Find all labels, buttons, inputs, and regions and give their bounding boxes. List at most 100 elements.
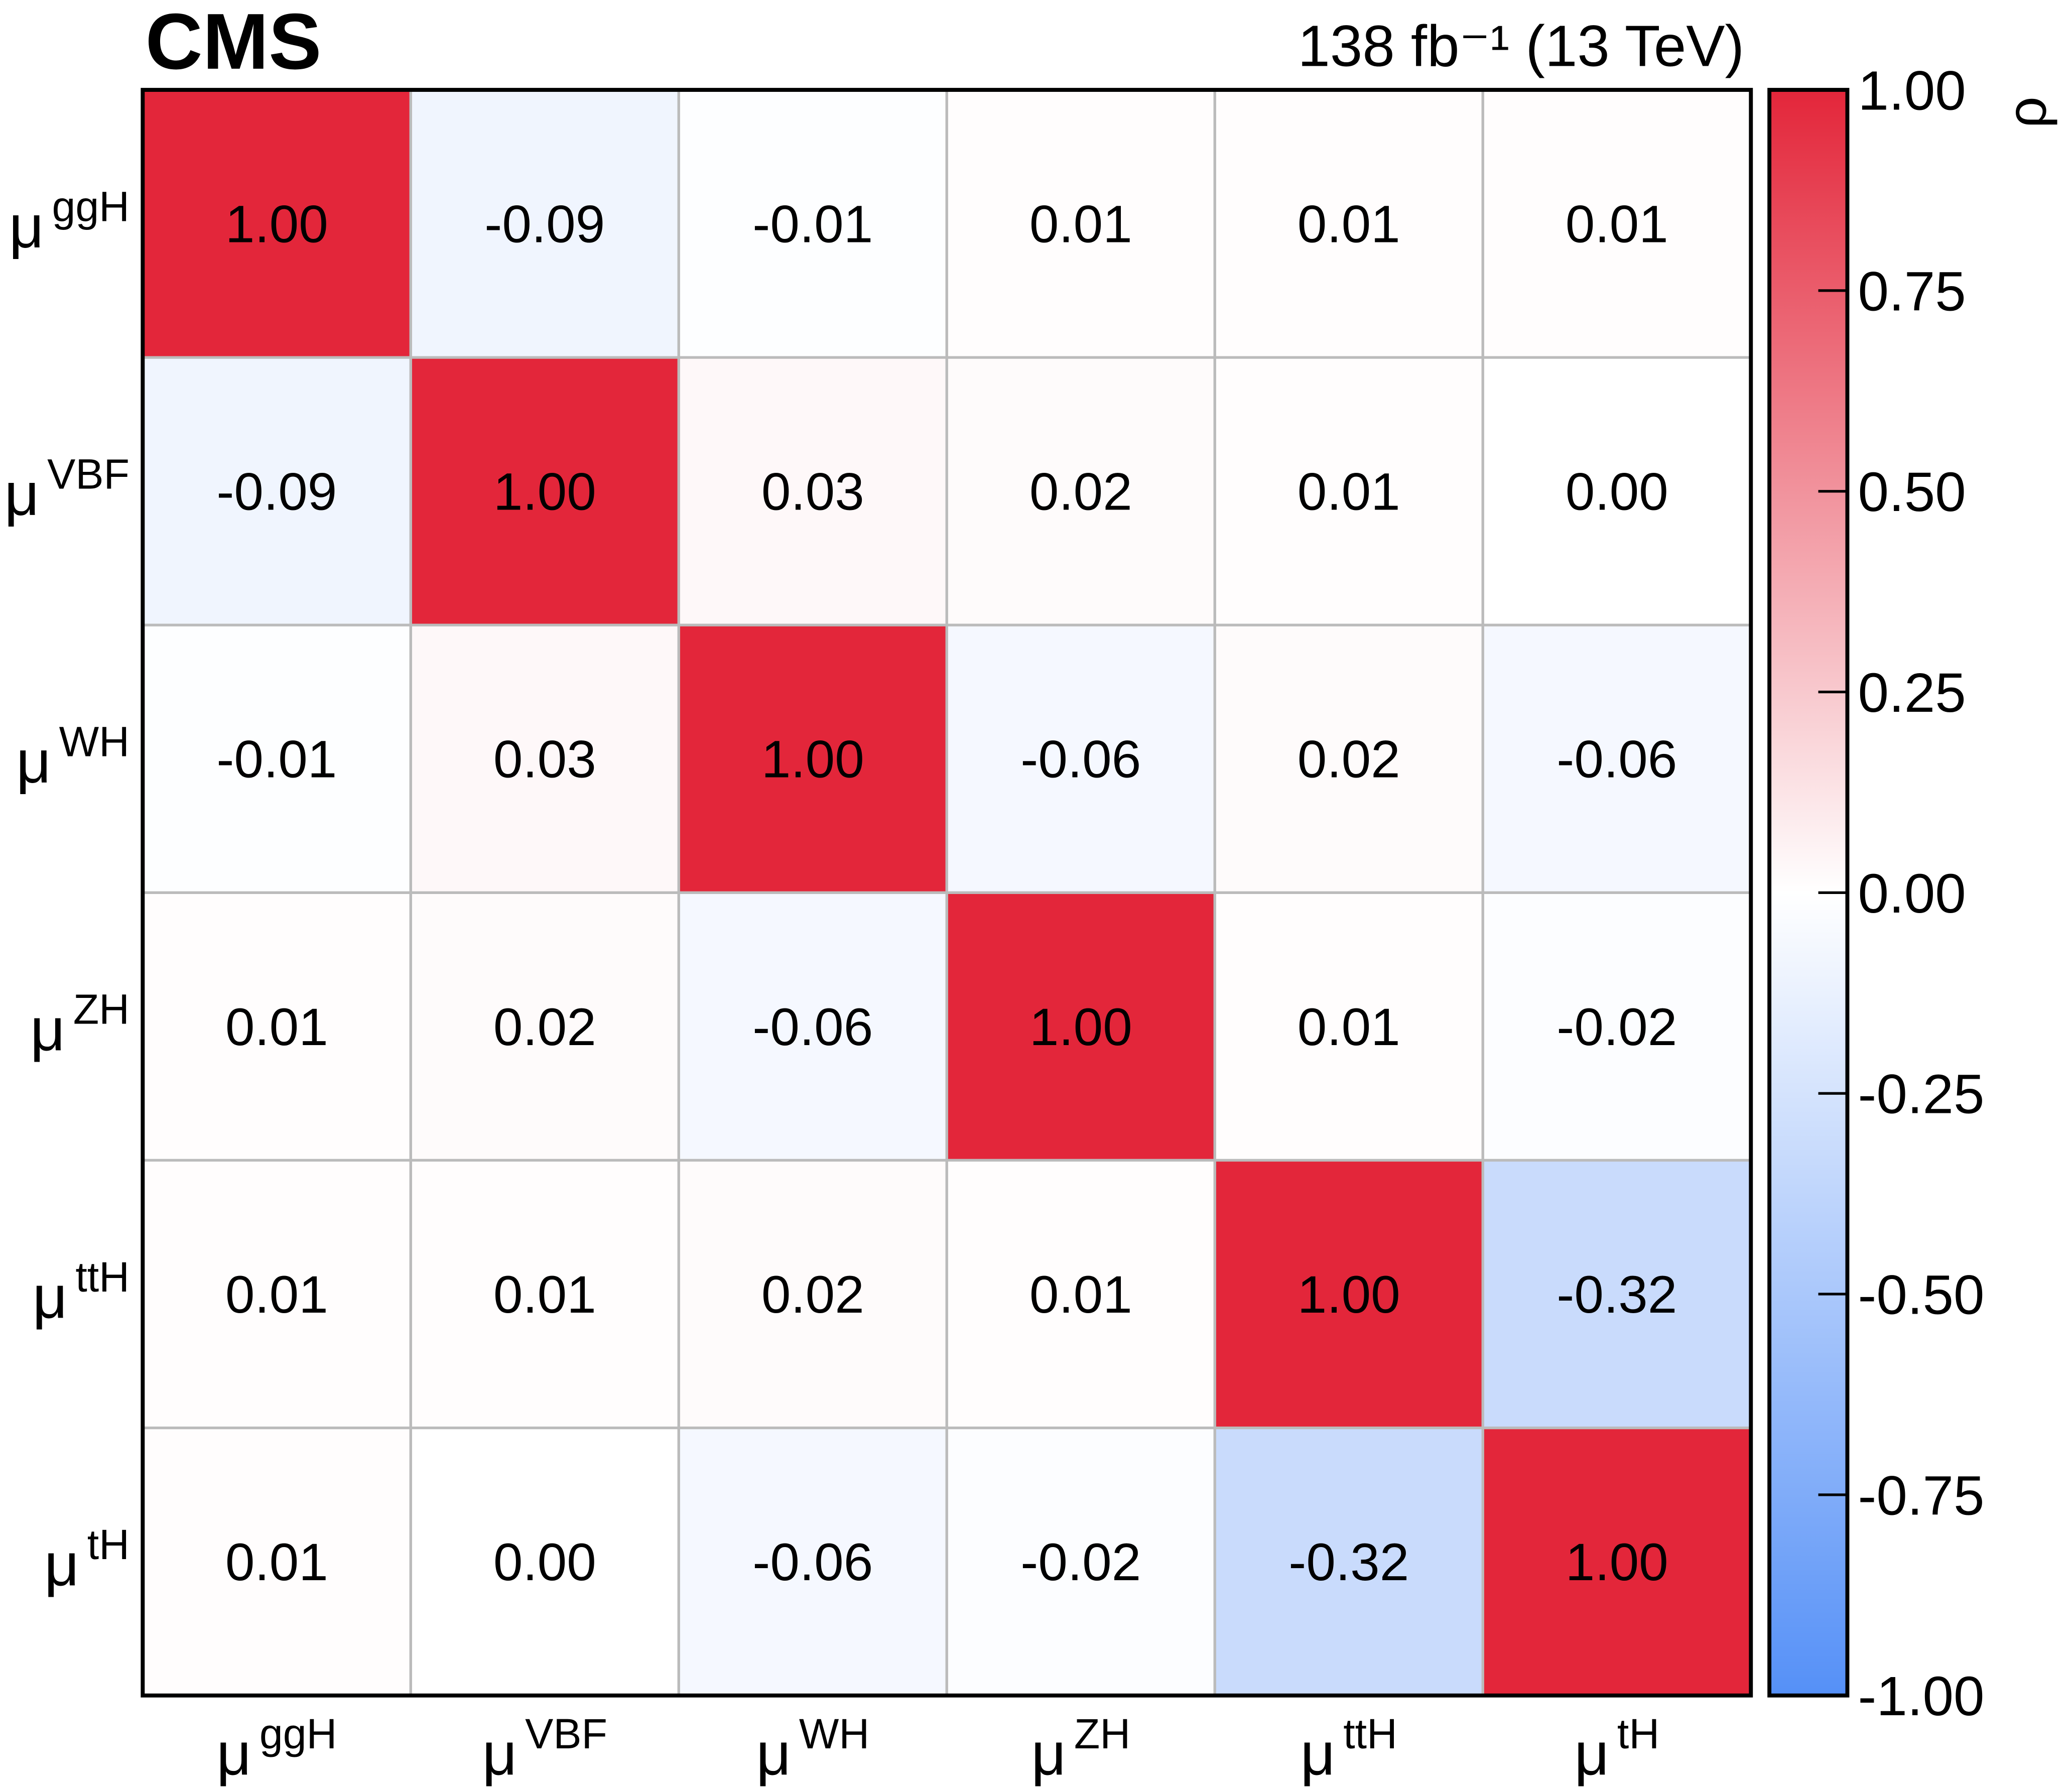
y-tick-label: μ ttH (33, 1253, 130, 1331)
colorbar-tick-label: 0.75 (1858, 261, 1966, 322)
x-tick-label: μ ggH (216, 1710, 337, 1788)
cell-label: 0.02 (1029, 463, 1132, 522)
label-symbol: μ (30, 995, 65, 1063)
label-symbol: μ (482, 1720, 517, 1788)
heatmap-cell (677, 623, 948, 895)
label-superscript: ttH (75, 1253, 130, 1301)
colorbar-tick-label: -0.50 (1858, 1264, 1985, 1326)
cell-label: -0.06 (1557, 730, 1677, 789)
heatmap-cell (409, 891, 680, 1162)
cell-label: 1.00 (225, 195, 328, 253)
heatmap-cell (1213, 623, 1484, 895)
heatmap-cell (1213, 1426, 1484, 1697)
cell-label: -0.09 (484, 195, 605, 253)
heatmap-cell (141, 891, 412, 1162)
cell-label: -0.32 (1557, 1265, 1677, 1324)
label-superscript: ggH (260, 1710, 337, 1757)
x-tick-label: μ ZH (1031, 1710, 1130, 1788)
label-superscript: WH (59, 718, 130, 765)
cell-label: 1.00 (1566, 1533, 1668, 1592)
cell-label: -0.02 (1557, 998, 1677, 1057)
heatmap-cell (1481, 891, 1752, 1162)
label-symbol: μ (1301, 1720, 1336, 1788)
heatmap-cell (945, 88, 1216, 359)
cell-label: 0.01 (1029, 195, 1132, 253)
label-superscript: ttH (1343, 1710, 1397, 1757)
cell-label: 1.00 (1029, 998, 1132, 1057)
label-superscript: WH (799, 1710, 869, 1757)
colorbar-tick-label: -0.25 (1858, 1064, 1985, 1125)
label-superscript: ZH (73, 986, 130, 1033)
heatmap-cell (1213, 1159, 1484, 1430)
heatmap-cell (1481, 1426, 1752, 1697)
heatmap-cell (677, 1426, 948, 1697)
cell-label: 0.01 (1298, 195, 1400, 253)
heatmap-cell (1481, 623, 1752, 895)
cell-label: 0.03 (761, 463, 864, 522)
cell-label: -0.06 (752, 1533, 873, 1592)
cell-label: 0.03 (493, 730, 596, 789)
cell-label: 0.02 (1298, 730, 1400, 789)
label-symbol: μ (756, 1720, 791, 1788)
cell-label: 1.00 (761, 730, 864, 789)
label-symbol: μ (1574, 1720, 1609, 1788)
cell-label: 0.01 (1029, 1265, 1132, 1324)
colorbar-tick-label: 1.00 (1858, 60, 1966, 122)
label-symbol: μ (5, 460, 40, 528)
label-superscript: tH (1617, 1710, 1659, 1757)
label-symbol: μ (33, 1262, 68, 1331)
colorbar-tick-label: 0.00 (1858, 863, 1966, 925)
cell-label: 0.01 (225, 998, 328, 1057)
heatmap-cell (1481, 356, 1752, 626)
chart-subtitle: 138 fb⁻¹ (13 TeV) (1298, 14, 1745, 79)
x-tick-label: μ ttH (1301, 1710, 1397, 1788)
colorbar-tick-label: 0.50 (1858, 461, 1966, 523)
heatmap-cell (141, 88, 412, 359)
cell-label: 0.01 (1566, 195, 1668, 253)
label-superscript: ggH (52, 183, 130, 230)
label-superscript: VBF (525, 1710, 607, 1757)
plot-frame (141, 88, 1753, 1698)
y-tick-label: μ VBF (5, 450, 130, 528)
x-tick-label: μ VBF (482, 1710, 607, 1788)
heatmap-cell (409, 356, 680, 626)
colorbar-tick-label: -0.75 (1858, 1465, 1985, 1526)
label-symbol: μ (44, 1530, 79, 1599)
cell-label: 0.01 (1298, 998, 1400, 1057)
cell-label: 1.00 (1298, 1265, 1400, 1324)
cell-label: -0.02 (1020, 1533, 1141, 1592)
heatmap-cell (677, 88, 948, 359)
cell-label: -0.06 (1020, 730, 1141, 789)
cell-label: 0.02 (493, 998, 596, 1057)
colorbar-tick-label: 0.25 (1858, 662, 1966, 724)
chart-title: CMS (146, 0, 322, 86)
heatmap-cell (677, 356, 948, 626)
cell-label: -0.01 (216, 730, 337, 789)
x-tick-label: μ tH (1574, 1710, 1659, 1788)
cell-label: 0.01 (1298, 463, 1400, 522)
label-symbol: μ (216, 1720, 251, 1788)
label-symbol: μ (16, 727, 51, 796)
cell-label: 0.00 (493, 1533, 596, 1592)
cell-label: -0.09 (216, 463, 337, 522)
heatmap-cell (945, 1426, 1216, 1697)
heatmap-cell (945, 891, 1216, 1162)
heatmap-cell (141, 1426, 412, 1697)
cell-label: -0.06 (752, 998, 873, 1057)
cell-label: 0.00 (1566, 463, 1668, 522)
label-symbol: μ (1031, 1720, 1066, 1788)
colorbar-label: ρ (1996, 96, 2057, 128)
heatmap-cell (1213, 891, 1484, 1162)
cell-label: -0.32 (1288, 1533, 1409, 1592)
heatmap-cell (141, 1159, 412, 1430)
heatmap-cell (409, 1159, 680, 1430)
cell-label: -0.01 (752, 195, 873, 253)
cell-label: 0.02 (761, 1265, 864, 1324)
label-superscript: VBF (47, 450, 130, 497)
y-tick-label: μ tH (44, 1521, 130, 1599)
heatmap-cell (409, 623, 680, 895)
y-tick-label: μ WH (16, 718, 130, 796)
colorbar-tick-label: -1.00 (1858, 1666, 1985, 1727)
label-symbol: μ (9, 192, 44, 261)
